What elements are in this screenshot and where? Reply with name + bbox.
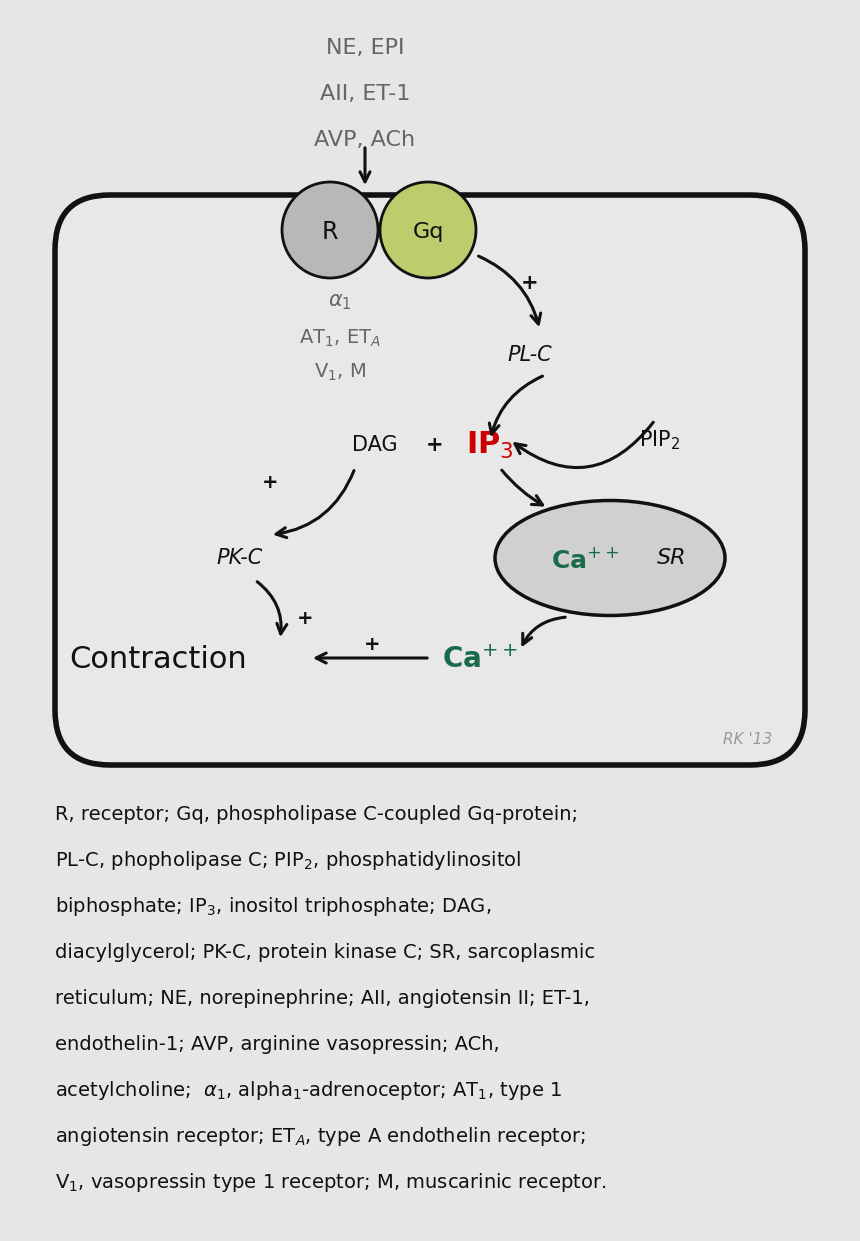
Text: biphosphate; IP$_3$, inositol triphosphate; DAG,: biphosphate; IP$_3$, inositol triphospha… [55, 896, 491, 918]
FancyArrowPatch shape [501, 470, 543, 505]
FancyArrowPatch shape [257, 582, 287, 634]
FancyArrowPatch shape [489, 376, 543, 434]
Text: reticulum; NE, norepinephrine; AII, angiotensin II; ET-1,: reticulum; NE, norepinephrine; AII, angi… [55, 989, 590, 1009]
FancyArrowPatch shape [523, 617, 565, 644]
Text: PL-C, phopholipase C; PIP$_2$, phosphatidylinositol: PL-C, phopholipase C; PIP$_2$, phosphati… [55, 850, 521, 872]
Text: AVP, ACh: AVP, ACh [315, 130, 415, 150]
Text: +: + [364, 635, 380, 654]
Circle shape [380, 182, 476, 278]
FancyBboxPatch shape [55, 195, 805, 764]
Text: +: + [427, 436, 444, 455]
Text: PIP$_2$: PIP$_2$ [639, 428, 681, 452]
Text: V$_1$, vasopressin type 1 receptor; M, muscarinic receptor.: V$_1$, vasopressin type 1 receptor; M, m… [55, 1172, 606, 1195]
Text: +: + [297, 608, 313, 628]
Text: +: + [261, 474, 279, 493]
FancyArrowPatch shape [316, 653, 427, 663]
Circle shape [282, 182, 378, 278]
Text: Contraction: Contraction [69, 645, 247, 675]
Text: AT$_1$, ET$_A$: AT$_1$, ET$_A$ [299, 328, 381, 349]
FancyArrowPatch shape [515, 422, 654, 468]
Text: RK '13: RK '13 [723, 732, 772, 747]
Text: endothelin-1; AVP, arginine vasopressin; ACh,: endothelin-1; AVP, arginine vasopressin;… [55, 1035, 500, 1055]
Text: diacylglycerol; PK-C, protein kinase C; SR, sarcoplasmic: diacylglycerol; PK-C, protein kinase C; … [55, 943, 595, 963]
Text: R: R [322, 220, 338, 244]
Text: Ca$^{++}$: Ca$^{++}$ [550, 547, 619, 572]
Text: NE, EPI: NE, EPI [326, 38, 404, 58]
Text: PK-C: PK-C [217, 549, 263, 568]
Text: AII, ET-1: AII, ET-1 [320, 84, 410, 104]
Text: acetylcholine;  $\alpha_1$, alpha$_1$-adrenoceptor; AT$_1$, type 1: acetylcholine; $\alpha_1$, alpha$_1$-adr… [55, 1080, 562, 1102]
Text: Ca$^{++}$: Ca$^{++}$ [442, 647, 518, 674]
Text: +: + [521, 273, 539, 293]
Text: R, receptor; Gq, phospholipase C-coupled Gq-protein;: R, receptor; Gq, phospholipase C-coupled… [55, 805, 578, 824]
FancyArrowPatch shape [478, 256, 541, 324]
Text: IP$_3$: IP$_3$ [466, 429, 514, 460]
Text: Gq: Gq [412, 222, 444, 242]
Ellipse shape [495, 500, 725, 616]
Text: DAG: DAG [353, 436, 398, 455]
Text: SR: SR [657, 549, 687, 568]
Text: V$_1$, M: V$_1$, M [314, 361, 366, 382]
FancyArrowPatch shape [276, 470, 354, 537]
Text: PL-C: PL-C [507, 345, 552, 365]
Text: angiotensin receptor; ET$_A$, type A endothelin receptor;: angiotensin receptor; ET$_A$, type A end… [55, 1126, 586, 1148]
Text: $\alpha_1$: $\alpha_1$ [329, 292, 352, 311]
